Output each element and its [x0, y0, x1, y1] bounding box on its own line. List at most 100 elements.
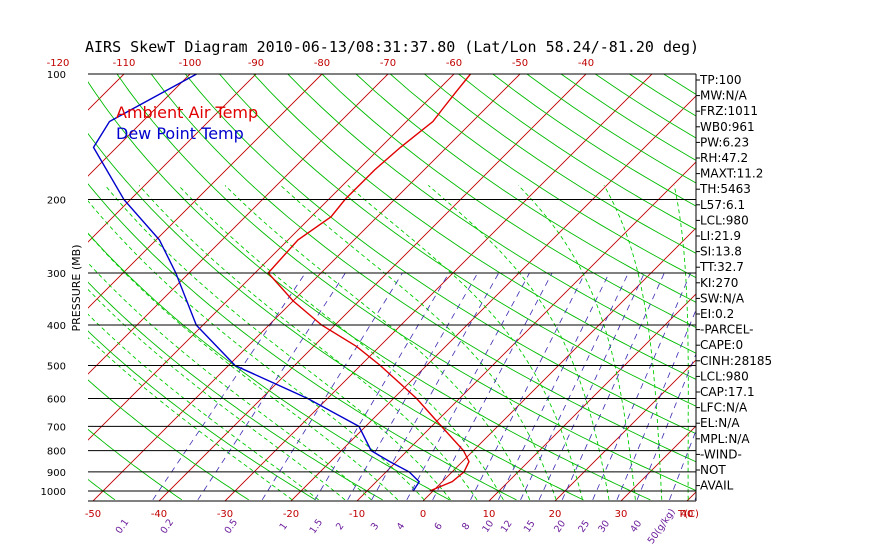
index-label: L57:6.1	[700, 198, 745, 212]
top-temp-tick-label: -70	[380, 58, 396, 69]
bottom-temp-tick-label: -50	[85, 509, 101, 520]
top-temp-tick-label: -40	[578, 58, 594, 69]
index-label: MAXT:11.2	[700, 167, 763, 181]
moist-adiabat-line	[88, 262, 372, 501]
index-label: SI:13.8	[700, 245, 742, 259]
isotherm-line	[356, 161, 696, 501]
index-label: FRZ:1011	[700, 104, 758, 118]
moist-adiabat-line	[88, 313, 319, 501]
index-label: LCL:980	[700, 369, 749, 383]
top-temp-tick-label: -50	[512, 58, 528, 69]
top-temp-tick-label: -90	[248, 58, 264, 69]
isotherm-line	[88, 74, 125, 111]
mixing-ratio-line	[314, 272, 450, 501]
mixing-ratio-line	[538, 272, 645, 501]
bottom-temp-tick-label: 10	[483, 509, 496, 520]
isotherm-line	[158, 74, 587, 501]
mixing-ratio-line	[561, 272, 665, 501]
pressure-tick-label: 100	[47, 70, 66, 81]
top-temp-tick-label: -100	[179, 58, 202, 69]
mixing-ratio-line	[261, 272, 403, 501]
moist-adiabat-line	[673, 185, 689, 500]
isotherm-line	[819, 74, 870, 501]
dry-adiabat-line	[355, 74, 696, 303]
dry-adiabat-line	[88, 330, 316, 501]
top-temp-tick-label: -110	[113, 58, 136, 69]
bottom-temp-tick-label: 30	[615, 509, 628, 520]
moist-adiabat-line	[88, 232, 399, 501]
dry-adiabat-line	[253, 74, 696, 380]
mixing-ratio-label: 20	[552, 518, 568, 534]
index-label: MPL:N/A	[700, 432, 750, 446]
mixing-ratio-line	[371, 272, 500, 501]
index-label: RH:47.2	[700, 151, 748, 165]
mixing-ratio-label: 8	[460, 521, 472, 532]
dry-adiabat-line	[88, 379, 249, 501]
mixing-ratio-label: 25	[576, 518, 592, 534]
mixing-ratio-label: 2	[334, 521, 346, 532]
pressure-tick-label: 300	[47, 269, 66, 280]
mixing-ratio-label: 40	[628, 518, 644, 534]
index-label: NOT	[700, 463, 726, 477]
dry-adiabat-line	[150, 74, 696, 463]
mixing-ratio-line	[470, 272, 586, 501]
pressure-tick-label: 200	[47, 196, 66, 207]
index-label: TH:5463	[699, 182, 751, 196]
mixing-ratio-label: 0.1	[114, 517, 132, 536]
mixing-ratio-line	[498, 272, 610, 501]
mixing-ratio-label: 3	[369, 521, 381, 532]
legend-ambient-air-temp: Ambient Air Temp	[116, 103, 258, 122]
isotherm-line	[92, 74, 521, 501]
isotherm-line	[88, 74, 257, 243]
temp-unit-label: T(C)	[677, 509, 699, 520]
index-label: LI:21.9	[700, 229, 741, 243]
mixing-ratio-line	[592, 272, 691, 500]
top-temp-tick-label: -120	[47, 58, 70, 69]
mixing-ratio-label: 30	[596, 518, 612, 534]
top-temp-tick-label: -80	[314, 58, 330, 69]
moist-adiabat-line	[517, 185, 636, 500]
index-label: PW:6.23	[700, 135, 749, 149]
index-label: -PARCEL-	[700, 323, 754, 337]
isotherm-line	[0, 74, 58, 501]
mixing-ratio-label: 1.5	[308, 517, 326, 536]
mixing-ratio-line	[152, 272, 306, 501]
isotherm-line	[88, 74, 191, 177]
pressure-tick-label: 600	[47, 394, 66, 405]
isotherm-line	[554, 359, 696, 501]
index-label: TP:100	[699, 73, 742, 87]
dry-adiabat-line	[88, 478, 116, 501]
isotherm-line	[422, 227, 696, 501]
mixing-ratio-label: 50(g/kg)	[646, 507, 678, 546]
mixing-ratio-label: 12	[499, 518, 515, 534]
legend-dew-point-temp: Dew Point Temp	[116, 124, 244, 143]
dry-adiabat-line	[88, 281, 383, 501]
dry-adiabat-line	[663, 74, 696, 95]
pressure-tick-label: 500	[47, 361, 66, 372]
bottom-temp-tick-label: 20	[549, 509, 562, 520]
moist-adiabat-line	[88, 200, 425, 501]
index-label: CINH:28185	[700, 354, 772, 368]
chart-title: AIRS SkewT Diagram 2010-06-13/08:31:37.8…	[85, 38, 699, 56]
dry-adiabat-line	[88, 428, 183, 501]
mixing-ratio-line	[406, 272, 530, 501]
index-label: KI:270	[700, 276, 738, 290]
isotherm-line	[620, 425, 696, 501]
moist-adiabat-line	[88, 288, 346, 501]
bottom-temp-tick-label: 0	[420, 509, 426, 520]
bottom-temp-tick-label: -20	[283, 509, 299, 520]
dry-adiabat-line	[287, 74, 696, 354]
dry-adiabat-line	[424, 74, 696, 254]
index-label: -WIND-	[700, 447, 742, 461]
pressure-tick-label: 400	[47, 321, 66, 332]
dry-adiabat-line	[321, 74, 696, 328]
pressure-tick-label: 1000	[41, 487, 66, 498]
mixing-ratio-label: 4	[395, 521, 407, 532]
moist-adiabat-line	[347, 185, 584, 500]
moist-adiabat-line	[178, 185, 504, 501]
isotherm-line	[224, 74, 653, 501]
isotherm-line	[753, 74, 870, 501]
bottom-temp-tick-label: -40	[151, 509, 167, 520]
pressure-tick-label: 700	[47, 422, 66, 433]
